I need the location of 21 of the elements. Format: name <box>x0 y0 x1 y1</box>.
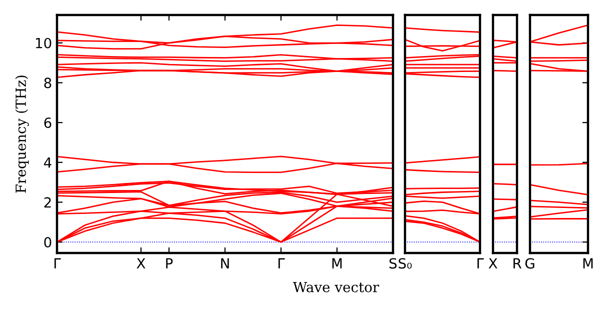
y-tick-label: 0 <box>44 237 52 248</box>
x-tick-label: Γ <box>54 258 61 268</box>
y-tick-label: 2 <box>44 197 51 208</box>
x-axis-title: Wave vector <box>292 282 380 292</box>
x-tick-label: Γ <box>278 258 285 268</box>
x-tick-label: M <box>332 258 342 268</box>
x-tick-label: N <box>221 258 229 268</box>
x-tick-label: S <box>390 258 397 269</box>
x-tick-label: S₀ <box>398 258 412 269</box>
y-tick-label: 8 <box>44 78 52 88</box>
y-axis-title: Frequency (THz) <box>15 76 29 193</box>
x-tick-label: G <box>525 258 534 269</box>
x-tick-label: M <box>583 258 593 268</box>
y-tick-label: 6 <box>44 118 52 128</box>
x-tick-label: P <box>166 258 173 268</box>
y-tick-label: 10 <box>36 38 52 48</box>
x-tick-label: R <box>514 258 522 268</box>
y-tick-label: 4 <box>44 158 52 168</box>
x-tick-label: Γ <box>477 258 484 268</box>
x-tick-label: X <box>488 258 498 268</box>
x-tick-label: X <box>136 258 146 268</box>
